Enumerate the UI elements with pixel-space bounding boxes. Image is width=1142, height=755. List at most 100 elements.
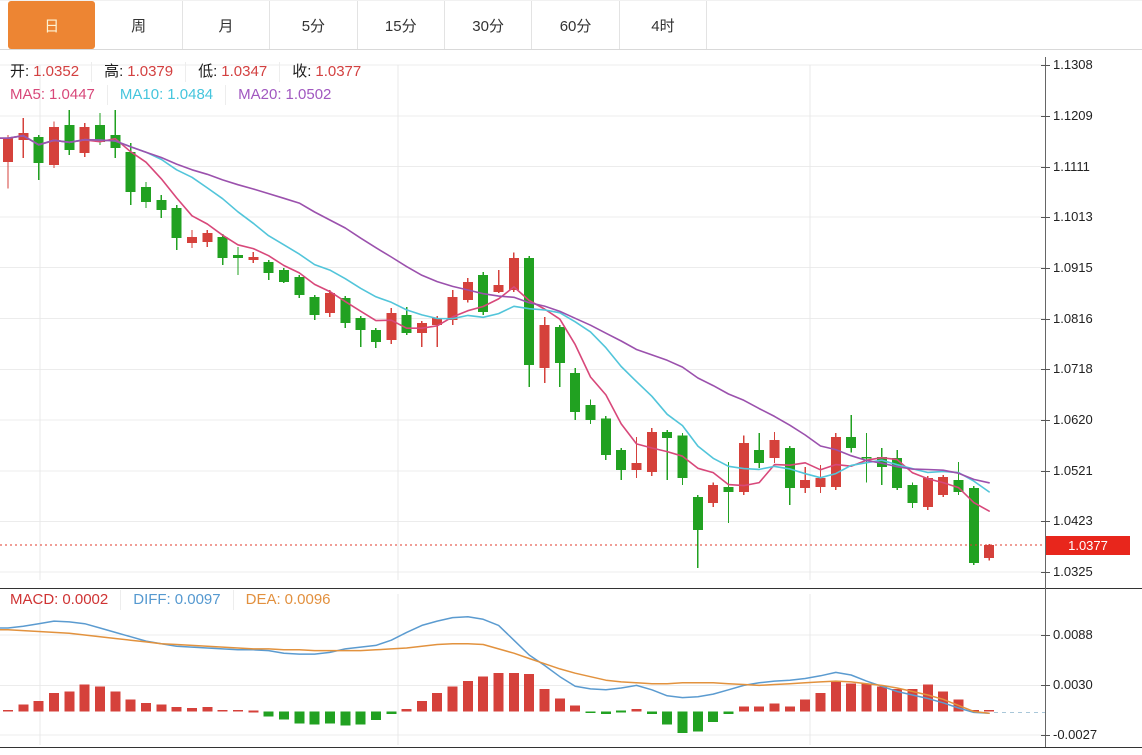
candle[interactable] [186,230,197,249]
candle[interactable] [524,255,535,387]
candle[interactable] [600,416,611,461]
candle[interactable] [370,328,381,349]
macd-bar [784,706,795,712]
candle[interactable] [662,430,673,481]
candle[interactable] [830,433,841,490]
macd-bar [232,709,243,712]
candle[interactable] [278,268,289,284]
candle[interactable] [846,415,857,453]
candle[interactable] [708,482,719,507]
candle[interactable] [754,433,765,468]
tab-60min[interactable]: 60分 [532,1,620,49]
candle[interactable] [48,121,59,169]
candle[interactable] [156,194,167,219]
price-axis-tick: 1.1111 [1041,158,1090,176]
candle[interactable] [692,495,703,568]
open-item: 开: 1.0352 [8,62,93,82]
macd-bar [493,673,504,712]
candle[interactable] [324,289,335,318]
macd-bar [248,710,259,713]
candle[interactable] [309,295,320,320]
candle[interactable] [401,306,412,336]
price-axis-tick: 1.0816 [1041,310,1093,328]
macd-bar [508,673,519,712]
candle[interactable] [968,485,979,566]
candle[interactable] [110,109,121,158]
macd-axis-tick: -0.0027 [1041,726,1097,744]
candle[interactable] [876,448,887,485]
macd-bar [616,710,627,713]
candle[interactable] [248,252,259,264]
candle[interactable] [217,234,228,266]
tab-week[interactable]: 周 [95,1,183,49]
candle[interactable] [769,432,780,464]
candle[interactable] [33,135,44,181]
candle[interactable] [554,324,565,387]
high-item: 高: 1.0379 [92,62,187,82]
candle[interactable] [907,482,918,508]
candle[interactable] [508,252,519,292]
ma-legend: MA5: 1.0447 MA10: 1.0484 MA20: 1.0502 [8,85,343,105]
dea-label: DEA: [245,591,281,608]
candle[interactable] [386,307,397,344]
tick-mark [1041,318,1050,320]
candle[interactable] [892,450,903,490]
ohlc-legend: 开: 1.0352 高: 1.0379 低: 1.0347 收: 1.0377 [8,62,373,82]
ma10-item: MA10: 1.0484 [108,85,227,105]
candle[interactable] [294,274,305,299]
candle[interactable] [493,270,504,293]
candle[interactable] [263,259,274,281]
candle[interactable] [125,142,136,205]
high-label: 高: [104,63,124,80]
candle[interactable] [616,448,627,481]
tick-mark [1041,634,1050,636]
candle[interactable] [800,467,811,494]
tab-15min[interactable]: 15分 [358,1,445,49]
macd-bar [800,699,811,712]
candle[interactable] [922,476,933,511]
tab-5min[interactable]: 5分 [270,1,358,49]
macd-label: MACD: [10,591,59,608]
candle[interactable] [232,247,243,275]
macd-bar [202,707,213,712]
price-pane[interactable] [0,57,1142,588]
diff-value: 0.0097 [174,591,221,608]
candles-layer[interactable] [3,109,995,568]
tab-30min[interactable]: 30分 [445,1,533,49]
tab-month[interactable]: 月 [183,1,271,49]
price-axis-tick: 1.1308 [1041,56,1093,74]
tab-day[interactable]: 日 [8,1,96,49]
candle[interactable] [784,446,795,505]
macd-pane[interactable] [0,588,1142,755]
price-axis-tick: 1.0521 [1041,462,1093,480]
candle[interactable] [140,182,151,208]
candle[interactable] [938,474,949,498]
price-axis-tick: 1.1209 [1041,107,1093,125]
macd-bar [815,693,826,712]
candle[interactable] [984,544,995,561]
candle[interactable] [432,316,443,348]
macd-bar [48,693,59,712]
candle[interactable] [202,230,213,248]
candle[interactable] [723,462,734,523]
candle[interactable] [355,316,366,348]
macd-bar [631,708,642,712]
ma5-line [0,134,990,512]
candle[interactable] [64,109,75,156]
tick-mark [1041,419,1050,421]
candle[interactable] [861,433,872,483]
macd-bar [692,711,703,732]
candle[interactable] [539,317,550,384]
candle[interactable] [646,428,657,477]
macd-bar [340,711,351,726]
candle[interactable] [953,462,964,496]
candle[interactable] [416,320,427,348]
candle[interactable] [3,135,13,189]
macd-bar [64,691,75,712]
candle[interactable] [570,368,581,420]
tab-4hour[interactable]: 4时 [620,1,708,49]
candle[interactable] [171,204,182,251]
low-value: 1.0347 [221,63,268,80]
candle[interactable] [585,399,596,424]
